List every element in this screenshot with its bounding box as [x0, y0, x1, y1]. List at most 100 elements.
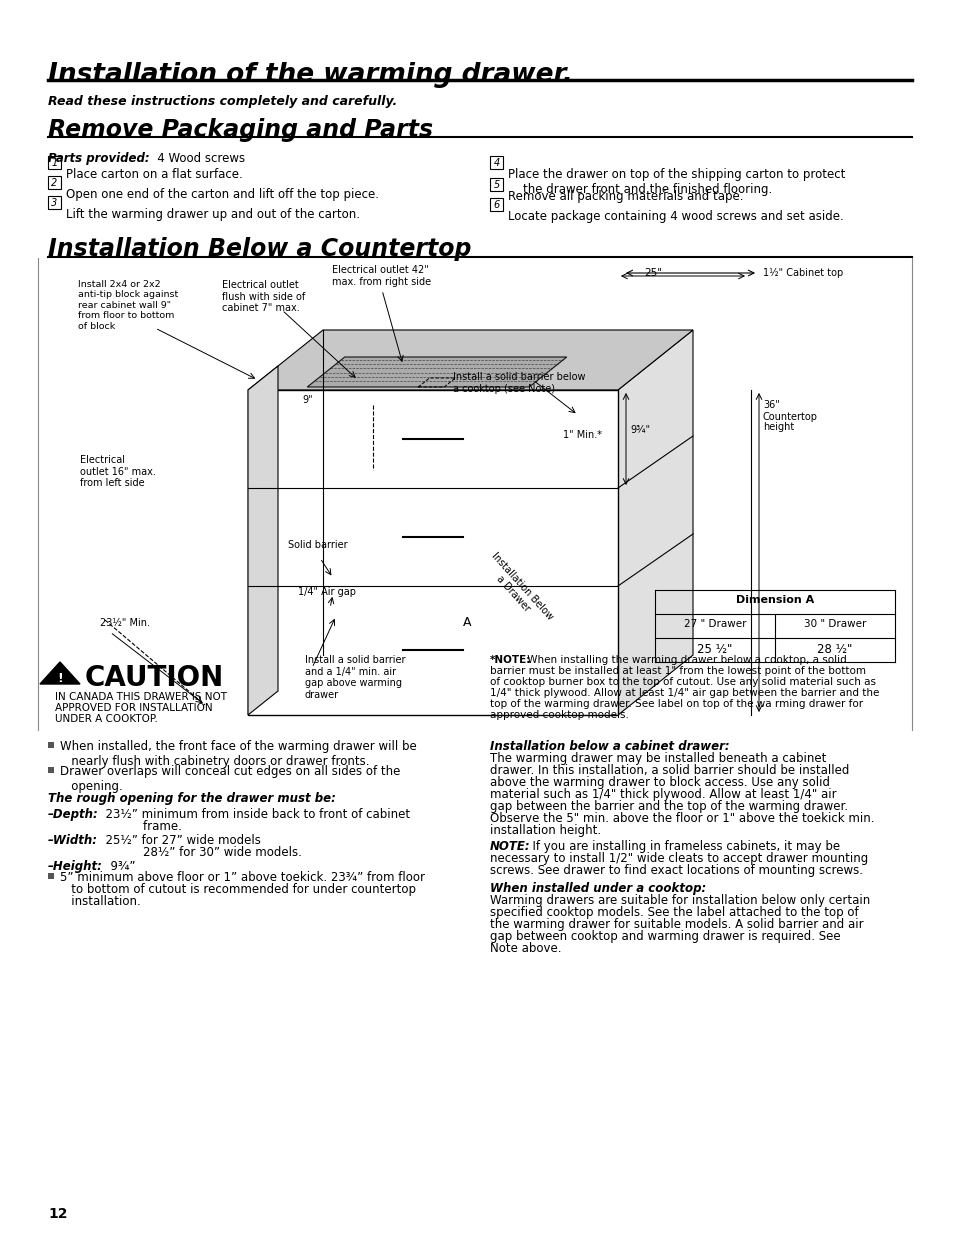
Text: 1/4" Air gap: 1/4" Air gap [297, 587, 355, 597]
Text: Drawer overlaps will conceal cut edges on all sides of the
   opening.: Drawer overlaps will conceal cut edges o… [60, 764, 400, 793]
Text: screws. See drawer to find exact locations of mounting screws.: screws. See drawer to find exact locatio… [490, 864, 862, 877]
Text: material such as 1/4" thick plywood. Allow at least 1/4" air: material such as 1/4" thick plywood. All… [490, 788, 836, 802]
Text: Place the drawer on top of the shipping carton to protect
    the drawer front a: Place the drawer on top of the shipping … [507, 168, 844, 196]
Text: !: ! [57, 672, 63, 684]
Text: Installation Below a Countertop: Installation Below a Countertop [48, 237, 471, 261]
Text: –Depth:: –Depth: [48, 808, 99, 821]
Bar [48, 873, 54, 879]
Text: Place carton on a flat surface.: Place carton on a flat surface. [66, 168, 242, 182]
Polygon shape [40, 662, 80, 684]
Text: 3: 3 [51, 198, 57, 207]
Bar [48, 196, 61, 209]
Text: gap between cooktop and warming drawer is required. See: gap between cooktop and warming drawer i… [490, 930, 840, 944]
Text: When installed under a cooktop:: When installed under a cooktop: [490, 882, 705, 895]
Polygon shape [618, 330, 692, 715]
Text: UNDER A COOKTOP.: UNDER A COOKTOP. [55, 714, 157, 724]
Text: Read these instructions completely and carefully.: Read these instructions completely and c… [48, 95, 396, 107]
Polygon shape [248, 366, 277, 715]
Text: The rough opening for the drawer must be:: The rough opening for the drawer must be… [48, 792, 335, 805]
Text: APPROVED FOR INSTALLATION: APPROVED FOR INSTALLATION [55, 703, 213, 713]
Bar [490, 178, 502, 191]
Text: 1/4" thick plywood. Allow at least 1/4" air gap between the barrier and the: 1/4" thick plywood. Allow at least 1/4" … [490, 688, 879, 698]
Text: Solid barrier: Solid barrier [288, 540, 347, 550]
Text: 6: 6 [493, 200, 499, 210]
Text: When installed, the front face of the warming drawer will be
   nearly flush wit: When installed, the front face of the wa… [60, 740, 416, 768]
Text: Electrical
outlet 16" max.
from left side: Electrical outlet 16" max. from left sid… [80, 454, 155, 488]
Text: 30 " Drawer: 30 " Drawer [803, 619, 865, 629]
Text: gap between the barrier and the top of the warming drawer.: gap between the barrier and the top of t… [490, 800, 847, 813]
Text: Remove Packaging and Parts: Remove Packaging and Parts [48, 119, 433, 142]
Text: to bottom of cutout is recommended for under countertop: to bottom of cutout is recommended for u… [60, 883, 416, 897]
Text: Locate package containing 4 wood screws and set aside.: Locate package containing 4 wood screws … [507, 210, 842, 224]
Text: 23½" Min.: 23½" Min. [100, 618, 150, 629]
Text: Installation below a cabinet drawer:: Installation below a cabinet drawer: [490, 740, 729, 753]
Text: If you are installing in frameless cabinets, it may be: If you are installing in frameless cabin… [524, 840, 840, 853]
Text: Install 2x4 or 2x2
anti-tip block against
rear cabinet wall 9"
from floor to bot: Install 2x4 or 2x2 anti-tip block agains… [78, 280, 178, 331]
Text: 5” minimum above floor or 1” above toekick. 23¾” from floor: 5” minimum above floor or 1” above toeki… [60, 871, 424, 884]
Text: 1" Min.*: 1" Min.* [562, 430, 601, 440]
Text: 9": 9" [302, 395, 313, 405]
Text: Note above.: Note above. [490, 942, 561, 955]
Text: installation.: installation. [60, 895, 141, 908]
Text: top of the warming drawer. See label on top of the wa rming drawer for: top of the warming drawer. See label on … [490, 699, 862, 709]
Text: above the warming drawer to block access. Use any solid: above the warming drawer to block access… [490, 776, 829, 789]
Text: approved cooktop models.: approved cooktop models. [490, 710, 628, 720]
Text: 23½” minimum from inside back to front of cabinet: 23½” minimum from inside back to front o… [98, 808, 410, 821]
Text: 1½" Cabinet top: 1½" Cabinet top [762, 268, 842, 278]
Text: specified cooktop models. See the label attached to the top of: specified cooktop models. See the label … [490, 906, 858, 919]
Bar [48, 742, 54, 748]
Text: NOTE:: NOTE: [490, 840, 530, 853]
Text: –Height:: –Height: [48, 860, 103, 873]
Text: Electrical outlet
flush with side of
cabinet 7" max.: Electrical outlet flush with side of cab… [222, 280, 305, 314]
Text: 5: 5 [493, 179, 499, 189]
Text: Open one end of the carton and lift off the top piece.: Open one end of the carton and lift off … [66, 188, 378, 201]
Text: The warming drawer may be installed beneath a cabinet: The warming drawer may be installed bene… [490, 752, 825, 764]
Text: 27 " Drawer: 27 " Drawer [683, 619, 745, 629]
Text: height: height [762, 422, 794, 432]
Text: CAUTION: CAUTION [85, 664, 224, 692]
Bar [48, 177, 61, 189]
Text: 25½” for 27” wide models: 25½” for 27” wide models [98, 834, 260, 847]
Text: 1: 1 [51, 158, 57, 168]
Text: Remove all packing materials and tape.: Remove all packing materials and tape. [507, 190, 742, 203]
Text: *NOTE:: *NOTE: [490, 655, 531, 664]
Text: Countertop: Countertop [762, 412, 817, 422]
Text: 9¾”: 9¾” [103, 860, 135, 873]
Text: 36": 36" [762, 400, 779, 410]
Text: Electrical outlet 42"
max. from right side: Electrical outlet 42" max. from right si… [332, 266, 431, 287]
Text: A: A [462, 616, 471, 629]
Text: 28½” for 30” wide models.: 28½” for 30” wide models. [98, 846, 301, 860]
Bar [48, 767, 54, 773]
Text: necessary to install 1/2" wide cleats to accept drawer mounting: necessary to install 1/2" wide cleats to… [490, 852, 867, 864]
Text: 9¾": 9¾" [629, 425, 649, 435]
Text: Parts provided:: Parts provided: [48, 152, 150, 165]
Text: 12: 12 [48, 1207, 68, 1221]
Text: the warming drawer for suitable models. A solid barrier and air: the warming drawer for suitable models. … [490, 918, 862, 931]
Text: 28 ½": 28 ½" [817, 643, 852, 656]
Polygon shape [248, 330, 692, 390]
Text: Installation of the warming drawer.: Installation of the warming drawer. [48, 62, 572, 88]
Text: Install a solid barrier below
a cooktop (see Note): Install a solid barrier below a cooktop … [453, 372, 585, 394]
Text: installation height.: installation height. [490, 824, 600, 837]
Text: 4: 4 [493, 158, 499, 168]
Text: Dimension A: Dimension A [735, 595, 813, 605]
Text: When installing the warming drawer below a cooktop, a solid: When installing the warming drawer below… [523, 655, 846, 664]
Text: –Width:: –Width: [48, 834, 98, 847]
Bar [490, 198, 502, 211]
Text: barrier must be installed at least 1" from the lowest point of the bottom: barrier must be installed at least 1" fr… [490, 666, 865, 676]
Text: of cooktop burner box to the top of cutout. Use any solid material such as: of cooktop burner box to the top of cuto… [490, 677, 875, 687]
Bar [48, 156, 61, 169]
Text: Install a solid barrier
and a 1/4" min. air
gap above warming
drawer: Install a solid barrier and a 1/4" min. … [305, 655, 405, 700]
Text: drawer. In this installation, a solid barrier should be installed: drawer. In this installation, a solid ba… [490, 764, 848, 777]
Bar [490, 156, 502, 169]
Text: frame.: frame. [98, 820, 182, 832]
Text: 25": 25" [643, 268, 661, 278]
Text: IN CANADA THIS DRAWER IS NOT: IN CANADA THIS DRAWER IS NOT [55, 692, 227, 701]
Text: 2: 2 [51, 178, 57, 188]
Text: Observe the 5" min. above the floor or 1" above the toekick min.: Observe the 5" min. above the floor or 1… [490, 811, 874, 825]
Text: 4 Wood screws: 4 Wood screws [146, 152, 245, 165]
Text: Installation Below
a Drawer: Installation Below a Drawer [480, 551, 555, 630]
Text: Lift the warming drawer up and out of the carton.: Lift the warming drawer up and out of th… [66, 207, 359, 221]
Polygon shape [307, 357, 566, 387]
Text: Warming drawers are suitable for installation below only certain: Warming drawers are suitable for install… [490, 894, 869, 906]
